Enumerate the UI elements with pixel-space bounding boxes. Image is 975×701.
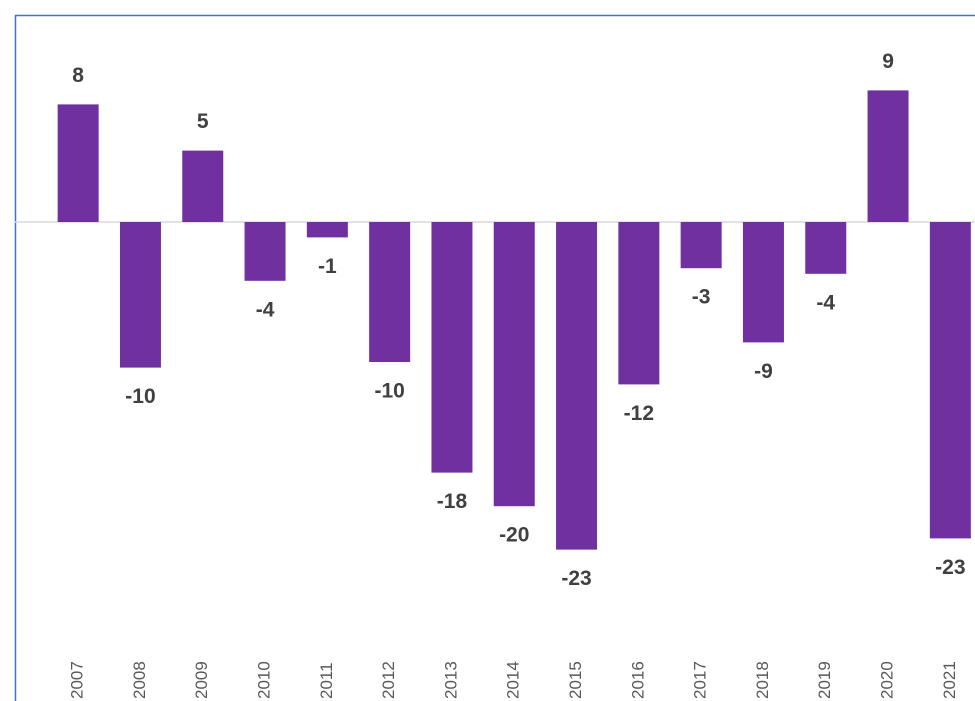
x-tick-label: 2017: [691, 661, 710, 699]
data-label: 8: [72, 64, 84, 87]
data-label: -4: [256, 298, 275, 321]
x-tick-label: 2021: [940, 661, 959, 699]
bar: [306, 222, 348, 238]
bar: [618, 222, 660, 385]
data-label: -12: [624, 402, 654, 425]
bar: [119, 222, 161, 368]
chart-frame: [14, 14, 975, 701]
bar: [493, 222, 535, 507]
data-label: -23: [561, 567, 591, 590]
bar: [57, 104, 99, 222]
data-label: -23: [935, 556, 965, 579]
x-tick-label: 2010: [255, 661, 274, 699]
bar: [929, 222, 971, 539]
bar: [244, 222, 286, 281]
x-tick-label: 2011: [317, 662, 336, 699]
bar: [182, 150, 224, 222]
data-label: -1: [318, 255, 337, 278]
x-tick-label: 2007: [68, 661, 87, 699]
x-tick-label: 2008: [130, 661, 149, 699]
x-tick-label: 2013: [441, 661, 460, 699]
data-label: -10: [374, 380, 404, 403]
bar: [431, 222, 473, 473]
bar: [805, 222, 847, 274]
x-tick-label: 2012: [379, 661, 398, 699]
data-label: -18: [437, 490, 468, 513]
data-label: 5: [197, 110, 209, 133]
x-tick-label: 2016: [628, 661, 647, 699]
data-label: 9: [882, 50, 894, 73]
x-tick-label: 2018: [753, 661, 772, 699]
bar: [680, 222, 722, 269]
bar: [867, 90, 909, 223]
bar: [556, 222, 598, 550]
data-label: -20: [499, 524, 529, 547]
bar: [369, 222, 411, 362]
bar: [742, 222, 784, 343]
data-label: -4: [816, 291, 835, 314]
x-tick-label: 2015: [566, 661, 585, 699]
x-tick-label: 2014: [504, 661, 523, 699]
data-label: -3: [692, 286, 711, 309]
data-label: -10: [125, 385, 155, 408]
x-tick-label: 2019: [815, 661, 834, 699]
data-label: -9: [754, 360, 773, 383]
x-tick-label: 2020: [878, 661, 897, 699]
x-tick-label: 2009: [192, 661, 211, 699]
